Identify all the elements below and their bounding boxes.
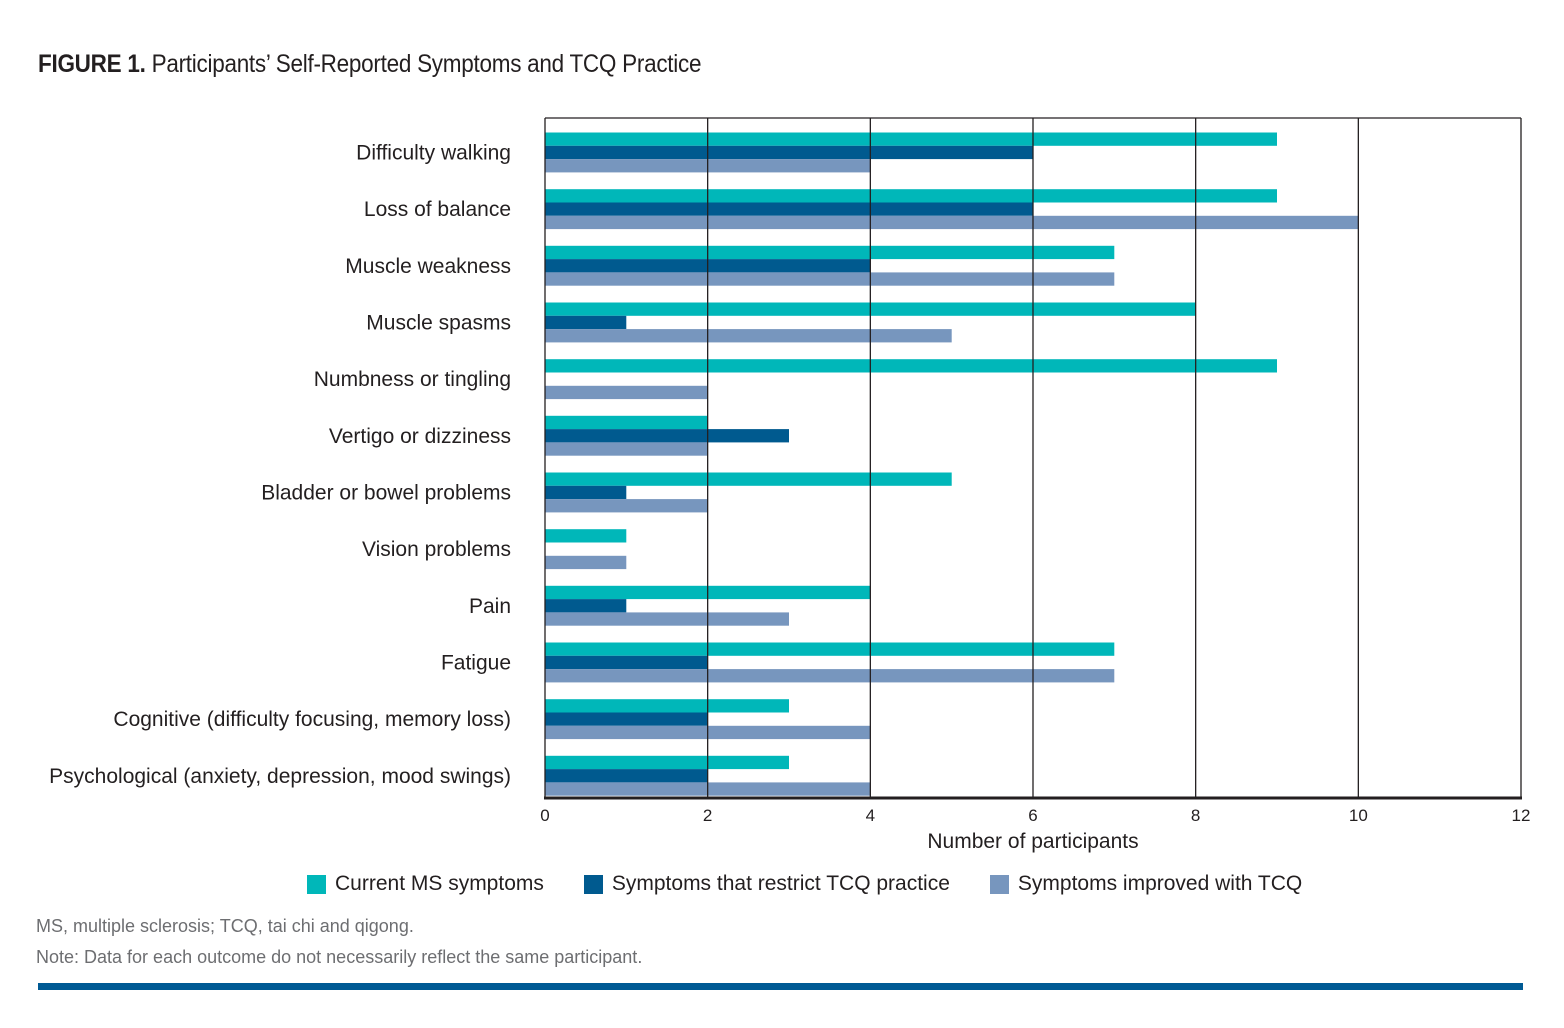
- legend-swatch-improved: [989, 874, 1009, 894]
- bar-improved: [545, 385, 708, 400]
- bar-current: [545, 472, 952, 486]
- bar-improved: [545, 329, 952, 343]
- bar-improved: [545, 612, 789, 626]
- figure-title: FIGURE 1. Participants’ Self-Reported Sy…: [38, 50, 702, 79]
- figure-title-text: Participants’ Self-Reported Symptoms and…: [151, 50, 702, 78]
- legend-swatch-current: [307, 874, 326, 894]
- legend-item-restrict: Symptoms that restrict TCQ practice: [583, 872, 950, 896]
- bar-restrict: [545, 315, 627, 330]
- bar-current: [545, 359, 1277, 373]
- x-axis-title: Number of participants: [927, 830, 1138, 853]
- bar-improved: [545, 272, 1115, 286]
- legend-label-restrict: Symptoms that restrict TCQ practice: [611, 872, 950, 895]
- data-note: Note: Data for each outcome do not neces…: [36, 947, 643, 967]
- bar-chart: Difficulty walking Loss of balance Muscle …: [49, 117, 1531, 853]
- legend-label-improved: Symptoms improved with TCQ: [1017, 872, 1303, 895]
- legend: Current MS symptoms Symptoms that restri…: [307, 872, 1342, 896]
- category-label: Psychological (anxiety, depression, mood…: [49, 765, 511, 788]
- bottom-rule: [38, 983, 1523, 990]
- bar-improved: [545, 499, 708, 513]
- bar-restrict: [545, 655, 708, 670]
- bars: [545, 132, 1359, 796]
- legend-swatch-restrict: [583, 874, 603, 894]
- bar-current: [545, 642, 1115, 656]
- bar-improved: [545, 442, 708, 456]
- category-label: Bladder or bowel problems: [261, 481, 511, 504]
- legend-label-current: Current MS symptoms: [335, 872, 544, 895]
- bar-improved: [545, 215, 1359, 230]
- figure-label: FIGURE 1.: [38, 50, 146, 78]
- bar-current: [545, 699, 789, 713]
- category-label: Vision problems: [362, 538, 511, 561]
- category-labels: Difficulty walking Loss of balance Muscle …: [49, 141, 511, 787]
- bar-current: [545, 132, 1277, 146]
- category-label: Loss of balance: [364, 198, 511, 221]
- bar-restrict: [545, 202, 1033, 216]
- bar-improved: [545, 555, 627, 570]
- legend-item-current: Current MS symptoms: [307, 872, 544, 896]
- bar-current: [545, 415, 708, 430]
- x-tick-label: 4: [866, 806, 875, 825]
- category-label: Vertigo or dizziness: [329, 425, 511, 448]
- bar-restrict: [545, 712, 708, 726]
- bar-current: [545, 529, 627, 543]
- gridlines: [544, 117, 1522, 798]
- x-tick-label: 8: [1191, 806, 1200, 825]
- abbreviations-note: MS, multiple sclerosis; TCQ, tai chi and…: [36, 916, 414, 936]
- x-tick-label: 6: [1028, 806, 1037, 825]
- bar-restrict: [545, 429, 789, 443]
- bar-restrict: [545, 145, 1033, 160]
- bar-restrict: [545, 769, 708, 783]
- bar-current: [545, 755, 789, 770]
- legend-item-improved: Symptoms improved with TCQ: [989, 872, 1303, 896]
- category-label: Numbness or tingling: [314, 368, 511, 391]
- x-tick-label: 0: [540, 806, 549, 825]
- bar-restrict: [545, 485, 627, 500]
- x-tick-label: 12: [1512, 806, 1531, 825]
- category-label: Fatigue: [441, 652, 511, 675]
- category-label: Difficulty walking: [356, 141, 511, 164]
- x-tick-label: 10: [1349, 806, 1368, 825]
- category-label: Muscle spasms: [366, 311, 511, 334]
- category-label: Pain: [469, 595, 511, 618]
- bar-current: [545, 189, 1277, 203]
- bar-current: [545, 245, 1115, 260]
- x-tick-label: 2: [703, 806, 712, 825]
- bar-improved: [545, 669, 1115, 683]
- category-label: Cognitive (difficulty focusing, memory l…: [113, 708, 511, 731]
- x-axis: 0 2 4 6 8 10 12: [540, 796, 1531, 825]
- bar-restrict: [545, 599, 627, 613]
- category-label: Muscle weakness: [345, 255, 511, 278]
